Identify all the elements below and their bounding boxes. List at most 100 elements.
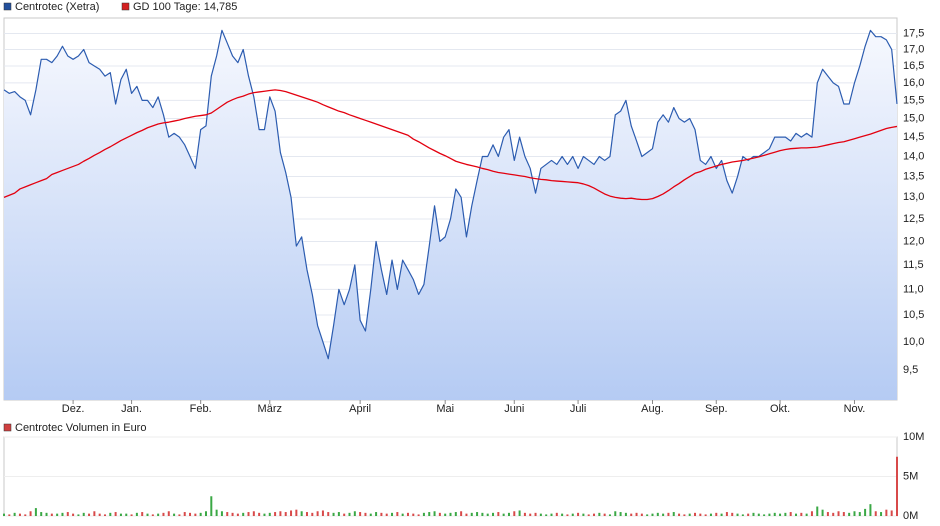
volume-bar bbox=[816, 506, 819, 516]
legend-swatch bbox=[121, 2, 130, 11]
volume-bar bbox=[561, 513, 564, 516]
volume-bar bbox=[704, 514, 707, 516]
volume-bar bbox=[406, 512, 409, 516]
volume-bar bbox=[587, 514, 590, 516]
volume-bar bbox=[385, 513, 388, 516]
volume-bar bbox=[720, 513, 723, 516]
volume-bar bbox=[784, 512, 787, 516]
volume-bar bbox=[321, 510, 324, 516]
volume-bar bbox=[593, 513, 596, 516]
y-tick-label: 5M bbox=[903, 470, 918, 482]
legend-label: Centrotec (Xetra) bbox=[15, 1, 99, 13]
y-tick-label: 10M bbox=[903, 431, 924, 443]
volume-bar bbox=[646, 514, 649, 516]
volume-bar bbox=[874, 511, 877, 516]
volume-bar bbox=[656, 512, 659, 516]
volume-bar bbox=[199, 512, 202, 516]
volume-bar bbox=[93, 511, 96, 516]
volume-bar bbox=[518, 510, 521, 516]
volume-bar bbox=[465, 513, 468, 516]
volume-bar bbox=[337, 512, 340, 516]
volume-bar bbox=[598, 512, 601, 516]
volume-bar bbox=[747, 513, 750, 516]
volume-bar bbox=[731, 512, 734, 516]
x-tick-label: Sep. bbox=[705, 403, 728, 415]
volume-bar bbox=[29, 511, 32, 516]
x-tick-label: Feb. bbox=[190, 403, 212, 415]
volume-bar bbox=[300, 511, 303, 516]
volume-bar bbox=[725, 512, 728, 516]
volume-bar bbox=[773, 512, 776, 516]
volume-bar bbox=[534, 512, 537, 516]
y-tick-label: 12,0 bbox=[903, 235, 924, 247]
volume-bar bbox=[433, 511, 436, 516]
volume-bar bbox=[178, 514, 181, 516]
volume-bar bbox=[821, 509, 824, 516]
y-tick-label: 15,5 bbox=[903, 94, 924, 106]
volume-bar bbox=[18, 513, 21, 516]
volume-bar bbox=[858, 512, 861, 516]
y-tick-label: 16,0 bbox=[903, 77, 924, 89]
volume-bar bbox=[210, 496, 213, 516]
x-tick-label: Aug. bbox=[641, 403, 664, 415]
volume-bar bbox=[890, 510, 893, 516]
volume-bar bbox=[135, 512, 138, 516]
x-tick-label: Nov. bbox=[844, 403, 866, 415]
volume-bar bbox=[305, 512, 308, 516]
volume-bar bbox=[258, 512, 261, 516]
volume-bar bbox=[34, 508, 37, 516]
volume-bar bbox=[215, 509, 218, 516]
volume-bar bbox=[476, 512, 479, 516]
volume-bar bbox=[624, 512, 627, 516]
volume-bar bbox=[422, 512, 425, 516]
y-tick-label: 17,5 bbox=[903, 27, 924, 39]
y-tick-label: 11,0 bbox=[903, 283, 924, 295]
volume-bar bbox=[56, 513, 59, 516]
volume-bar bbox=[688, 513, 691, 516]
volume-bar bbox=[752, 512, 755, 516]
volume-bar bbox=[614, 511, 617, 516]
volume-bar bbox=[566, 514, 569, 516]
legend-label: Centrotec Volumen in Euro bbox=[15, 422, 146, 434]
volume-bar bbox=[242, 512, 245, 516]
volume-bar bbox=[800, 512, 803, 516]
volume-bar bbox=[709, 513, 712, 516]
volume-bar bbox=[715, 512, 718, 516]
volume-bar bbox=[66, 512, 69, 516]
volume-bar bbox=[274, 512, 277, 516]
volume-bar bbox=[763, 514, 766, 516]
volume-bar bbox=[401, 513, 404, 516]
volume-bar bbox=[810, 511, 813, 516]
volume-bar bbox=[779, 513, 782, 516]
volume-bar bbox=[550, 513, 553, 516]
price-line bbox=[3, 29, 898, 360]
volume-bar bbox=[295, 509, 298, 516]
volume-bar bbox=[45, 512, 48, 516]
volume-bar bbox=[449, 512, 452, 516]
volume-bar bbox=[741, 514, 744, 516]
volume-bar bbox=[635, 512, 638, 516]
volume-bar bbox=[757, 513, 760, 516]
volume-bar bbox=[869, 504, 872, 516]
volume-bar bbox=[167, 511, 170, 516]
y-tick-label: 17,0 bbox=[903, 43, 924, 55]
volume-bar bbox=[231, 512, 234, 516]
volume-bar bbox=[194, 513, 197, 516]
volume-bar bbox=[571, 513, 574, 516]
volume-bar bbox=[630, 513, 633, 516]
volume-bar bbox=[183, 512, 186, 516]
volume-bar bbox=[848, 512, 851, 516]
volume-bar bbox=[263, 513, 266, 516]
y-tick-label: 16,5 bbox=[903, 60, 924, 72]
volume-bar bbox=[157, 513, 160, 516]
volume-bar bbox=[789, 512, 792, 516]
y-tick-label: 15,0 bbox=[903, 112, 924, 124]
volume-bar bbox=[513, 511, 516, 516]
volume-bar bbox=[380, 512, 383, 516]
volume-bar bbox=[832, 512, 835, 516]
volume-bar bbox=[204, 511, 207, 516]
volume-bar bbox=[236, 513, 239, 516]
volume-bar bbox=[109, 512, 112, 516]
volume-bar bbox=[417, 514, 420, 516]
